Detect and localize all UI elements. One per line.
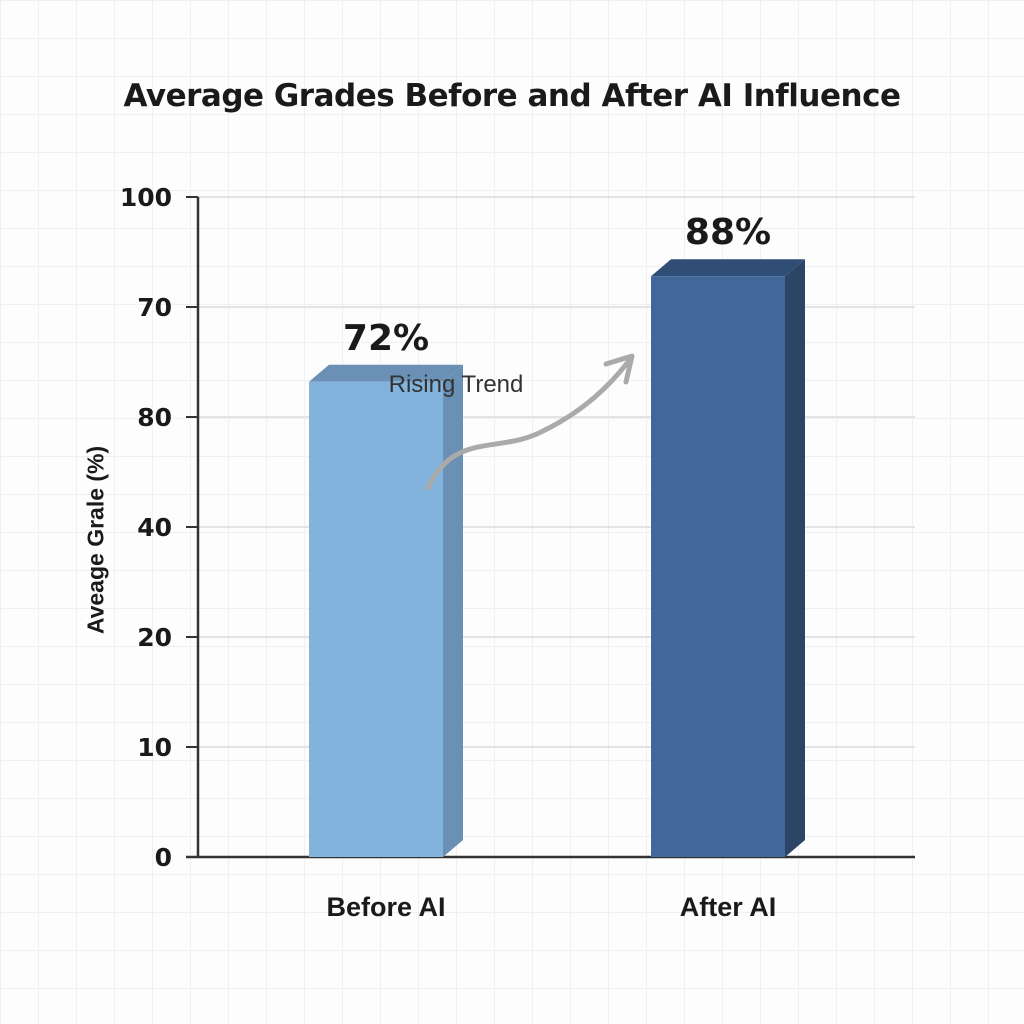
annotation-text: Rising Trend xyxy=(389,371,524,398)
y-tick-label: 0 xyxy=(155,843,172,872)
y-tick-label: 10 xyxy=(137,733,172,762)
y-tick-label: 40 xyxy=(137,513,172,542)
arrow-head-icon xyxy=(603,353,635,385)
data-label: 88% xyxy=(685,212,771,253)
y-tick-label: 100 xyxy=(120,183,172,212)
chart-title: Average Grades Before and After AI Influ… xyxy=(123,78,901,114)
x-tick-label: Before AI xyxy=(326,892,445,922)
y-tick-label: 80 xyxy=(137,403,172,432)
bar xyxy=(309,381,443,857)
x-tick-label: After AI xyxy=(680,892,777,922)
y-tick-label: 70 xyxy=(137,293,172,322)
bar-top xyxy=(651,259,805,277)
bar xyxy=(651,276,785,857)
bar-top xyxy=(309,364,463,382)
trend-arrow xyxy=(425,359,631,491)
bar-side xyxy=(443,364,463,857)
bar-side xyxy=(785,259,805,857)
y-tick-label: 20 xyxy=(137,623,172,652)
data-label: 72% xyxy=(343,318,429,359)
